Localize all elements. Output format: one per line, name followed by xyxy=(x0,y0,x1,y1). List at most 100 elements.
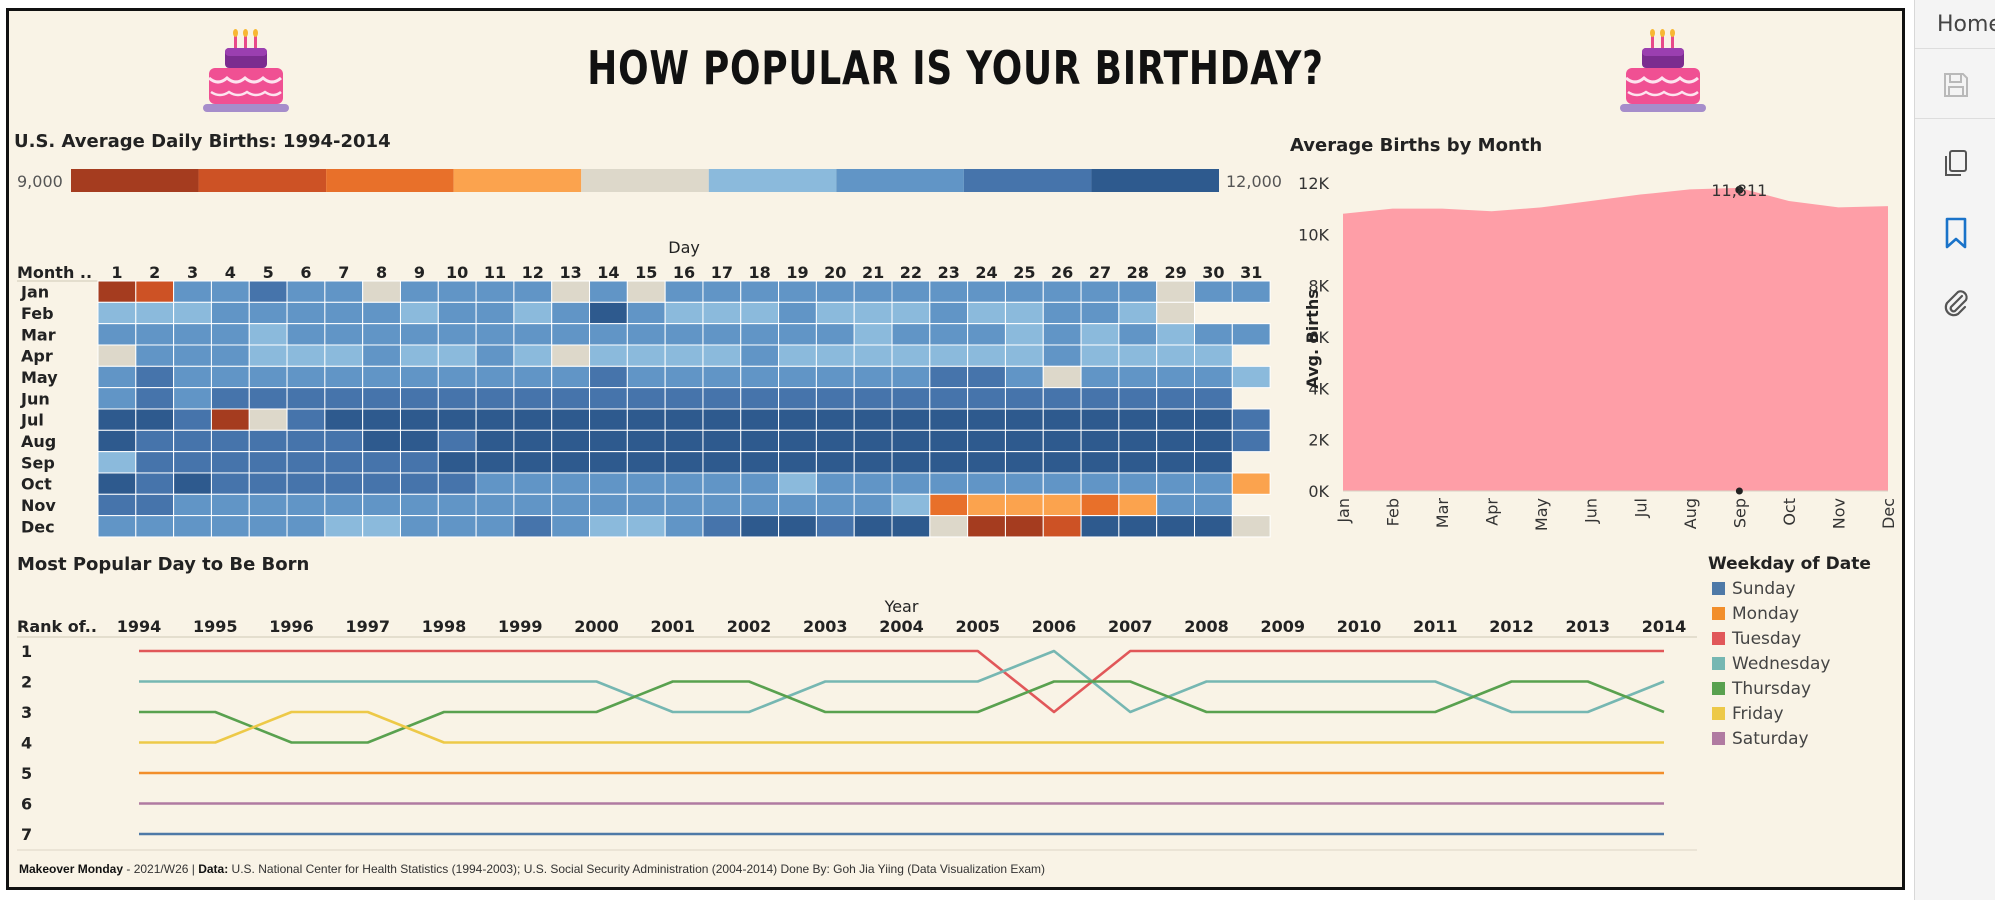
legend-swatch xyxy=(1712,657,1725,670)
bump-x-tick: 2006 xyxy=(1032,617,1077,636)
heatmap-cell xyxy=(702,365,742,389)
heatmap-cell xyxy=(437,387,477,410)
heatmap-cell xyxy=(324,365,364,389)
heatmap-cell xyxy=(1042,365,1082,389)
heatmap-cell xyxy=(286,515,326,538)
heatmap-cell xyxy=(399,323,439,346)
heatmap-x-tick: 3 xyxy=(187,263,198,282)
heatmap-cell xyxy=(1004,365,1044,389)
heatmap-cell xyxy=(853,301,893,325)
area-peak-axis-marker xyxy=(1735,487,1743,495)
heatmap-cell xyxy=(475,344,515,367)
heatmap-cell xyxy=(97,451,137,474)
heatmap-cell xyxy=(437,323,477,346)
footer-week: - 2021/W26 | xyxy=(123,862,199,876)
bump-x-tick: 1999 xyxy=(498,617,543,636)
heatmap-cell xyxy=(778,344,817,367)
heatmap-cell xyxy=(815,365,855,389)
heatmap-cell xyxy=(551,280,591,303)
heatmap-cell xyxy=(399,408,439,431)
heatmap-cell xyxy=(210,515,250,538)
heatmap-cell xyxy=(135,280,175,303)
heatmap-cell xyxy=(1004,387,1044,410)
legend-color-swatch xyxy=(198,169,327,192)
heatmap-cell xyxy=(967,387,1006,410)
footer-source: U.S. National Center for Health Statisti… xyxy=(228,862,1046,876)
heatmap-cell xyxy=(1080,515,1120,538)
heatmap-cell xyxy=(173,323,212,346)
heatmap-cell xyxy=(740,344,780,367)
heatmap-cell xyxy=(173,301,212,325)
heatmap-cell xyxy=(1118,493,1158,517)
heatmap-cell xyxy=(626,451,666,474)
bump-y-tick: 5 xyxy=(21,764,32,783)
heatmap-cell xyxy=(135,515,175,538)
bump-y-tick: 6 xyxy=(21,795,32,814)
heatmap-cell xyxy=(626,493,666,517)
area-peak-label: 11,811 xyxy=(1711,181,1767,200)
home-button[interactable]: Home xyxy=(1937,11,1995,37)
heatmap-cell xyxy=(362,429,401,453)
heatmap-cell xyxy=(97,429,137,453)
heatmap-cell xyxy=(513,301,553,325)
heatmap-cell xyxy=(97,387,137,410)
heatmap-cell xyxy=(1156,365,1195,389)
heatmap-cell xyxy=(135,451,175,474)
save-icon[interactable] xyxy=(1915,62,1995,108)
heatmap-cell xyxy=(97,323,137,346)
bump-x-tick: 2004 xyxy=(879,617,924,636)
heatmap-cell xyxy=(929,408,969,431)
heatmap-y-tick: Mar xyxy=(21,325,56,344)
heatmap-cell xyxy=(1231,472,1271,495)
heatmap-cell xyxy=(1118,301,1158,325)
heatmap-cell xyxy=(853,515,893,538)
copy-icon[interactable] xyxy=(1915,140,1995,186)
heatmap-cell xyxy=(248,515,288,538)
heatmap-cell xyxy=(173,387,212,410)
heatmap-cell xyxy=(967,429,1006,453)
bump-x-tick: 2012 xyxy=(1489,617,1534,636)
heatmap-cell xyxy=(702,472,742,495)
heatmap-cell xyxy=(324,472,364,495)
heatmap-x-tick: 26 xyxy=(1051,263,1073,282)
heatmap-cell xyxy=(475,515,515,538)
heatmap-cell xyxy=(97,493,137,517)
heatmap-cell xyxy=(399,365,439,389)
heatmap-cell xyxy=(475,429,515,453)
heatmap-cell xyxy=(815,493,855,517)
bump-x-tick: 2014 xyxy=(1642,617,1687,636)
heatmap-cell xyxy=(664,408,704,431)
heatmap-cell xyxy=(399,515,439,538)
area-x-tick: Sep xyxy=(1730,498,1749,528)
heatmap-cell xyxy=(362,280,401,303)
heatmap-cell xyxy=(248,493,288,517)
heatmap-cell xyxy=(324,280,364,303)
bump-x-tick: 2005 xyxy=(955,617,1000,636)
heatmap-y-tick: Apr xyxy=(21,347,53,366)
heatmap-cell xyxy=(929,493,969,517)
bump-x-axis-title: Year xyxy=(884,597,919,616)
heatmap-cell xyxy=(248,429,288,453)
heatmap-cell xyxy=(664,280,704,303)
heatmap-cell xyxy=(173,408,212,431)
heatmap-cell xyxy=(778,429,817,453)
heatmap-cell xyxy=(135,472,175,495)
heatmap-cell xyxy=(286,365,326,389)
bookmark-icon[interactable] xyxy=(1915,210,1995,256)
legend-min-label: 9,000 xyxy=(17,172,63,191)
bump-chart: Year Rank of.. 1994 1995 1996 1997 1998 1999 200… xyxy=(17,597,1697,851)
heatmap-cell xyxy=(1004,451,1044,474)
legend-swatch xyxy=(1712,732,1725,745)
heatmap-cell xyxy=(437,451,477,474)
heatmap-cell xyxy=(173,429,212,453)
heatmap-cell xyxy=(853,493,893,517)
heatmap-x-tick: 17 xyxy=(711,263,733,282)
attachment-icon[interactable] xyxy=(1915,280,1995,326)
heatmap-cell xyxy=(1156,451,1195,474)
heatmap-x-tick: 10 xyxy=(446,263,468,282)
heatmap-cell xyxy=(702,515,742,538)
heatmap-cell xyxy=(1193,365,1233,389)
heatmap-cell xyxy=(589,365,628,389)
heatmap-cell xyxy=(1004,280,1044,303)
heatmap-cell xyxy=(97,472,137,495)
